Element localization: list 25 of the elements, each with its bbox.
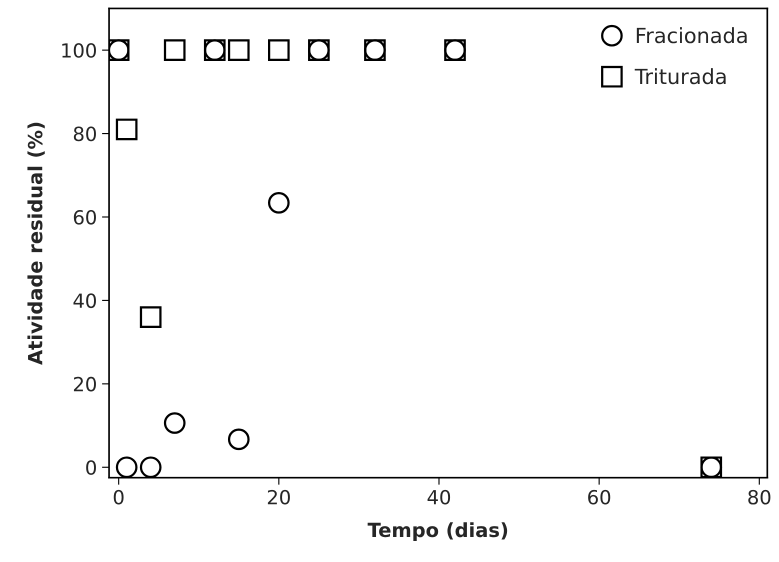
point xyxy=(140,456,162,478)
x-tick-label: 80 xyxy=(748,490,770,505)
point xyxy=(140,306,162,328)
y-tick-label: 0 xyxy=(86,460,96,475)
y-tick-label: 40 xyxy=(73,293,96,308)
x-tick-label: 60 xyxy=(588,490,610,505)
y-axis-title: Atividade residual (%) xyxy=(27,122,45,365)
x-tick-label: 20 xyxy=(268,490,290,505)
point xyxy=(116,118,138,140)
y-tick-label: 20 xyxy=(74,376,96,392)
point xyxy=(268,192,290,214)
y-tick-label: 100 xyxy=(62,43,96,58)
y-tick-label: 60 xyxy=(74,210,96,225)
legend-label: Triturada xyxy=(634,68,726,84)
point xyxy=(164,39,186,61)
legend-label: Fracionada xyxy=(636,27,747,44)
point xyxy=(116,456,138,478)
point xyxy=(228,39,250,61)
x-axis-title: Tempo (dias) xyxy=(368,522,508,542)
y-tick-label: 80 xyxy=(74,126,96,142)
point xyxy=(228,428,250,450)
point xyxy=(268,39,290,61)
point xyxy=(164,412,186,434)
x-tick-label: 40 xyxy=(428,490,450,505)
x-tick-label: 0 xyxy=(114,490,124,505)
